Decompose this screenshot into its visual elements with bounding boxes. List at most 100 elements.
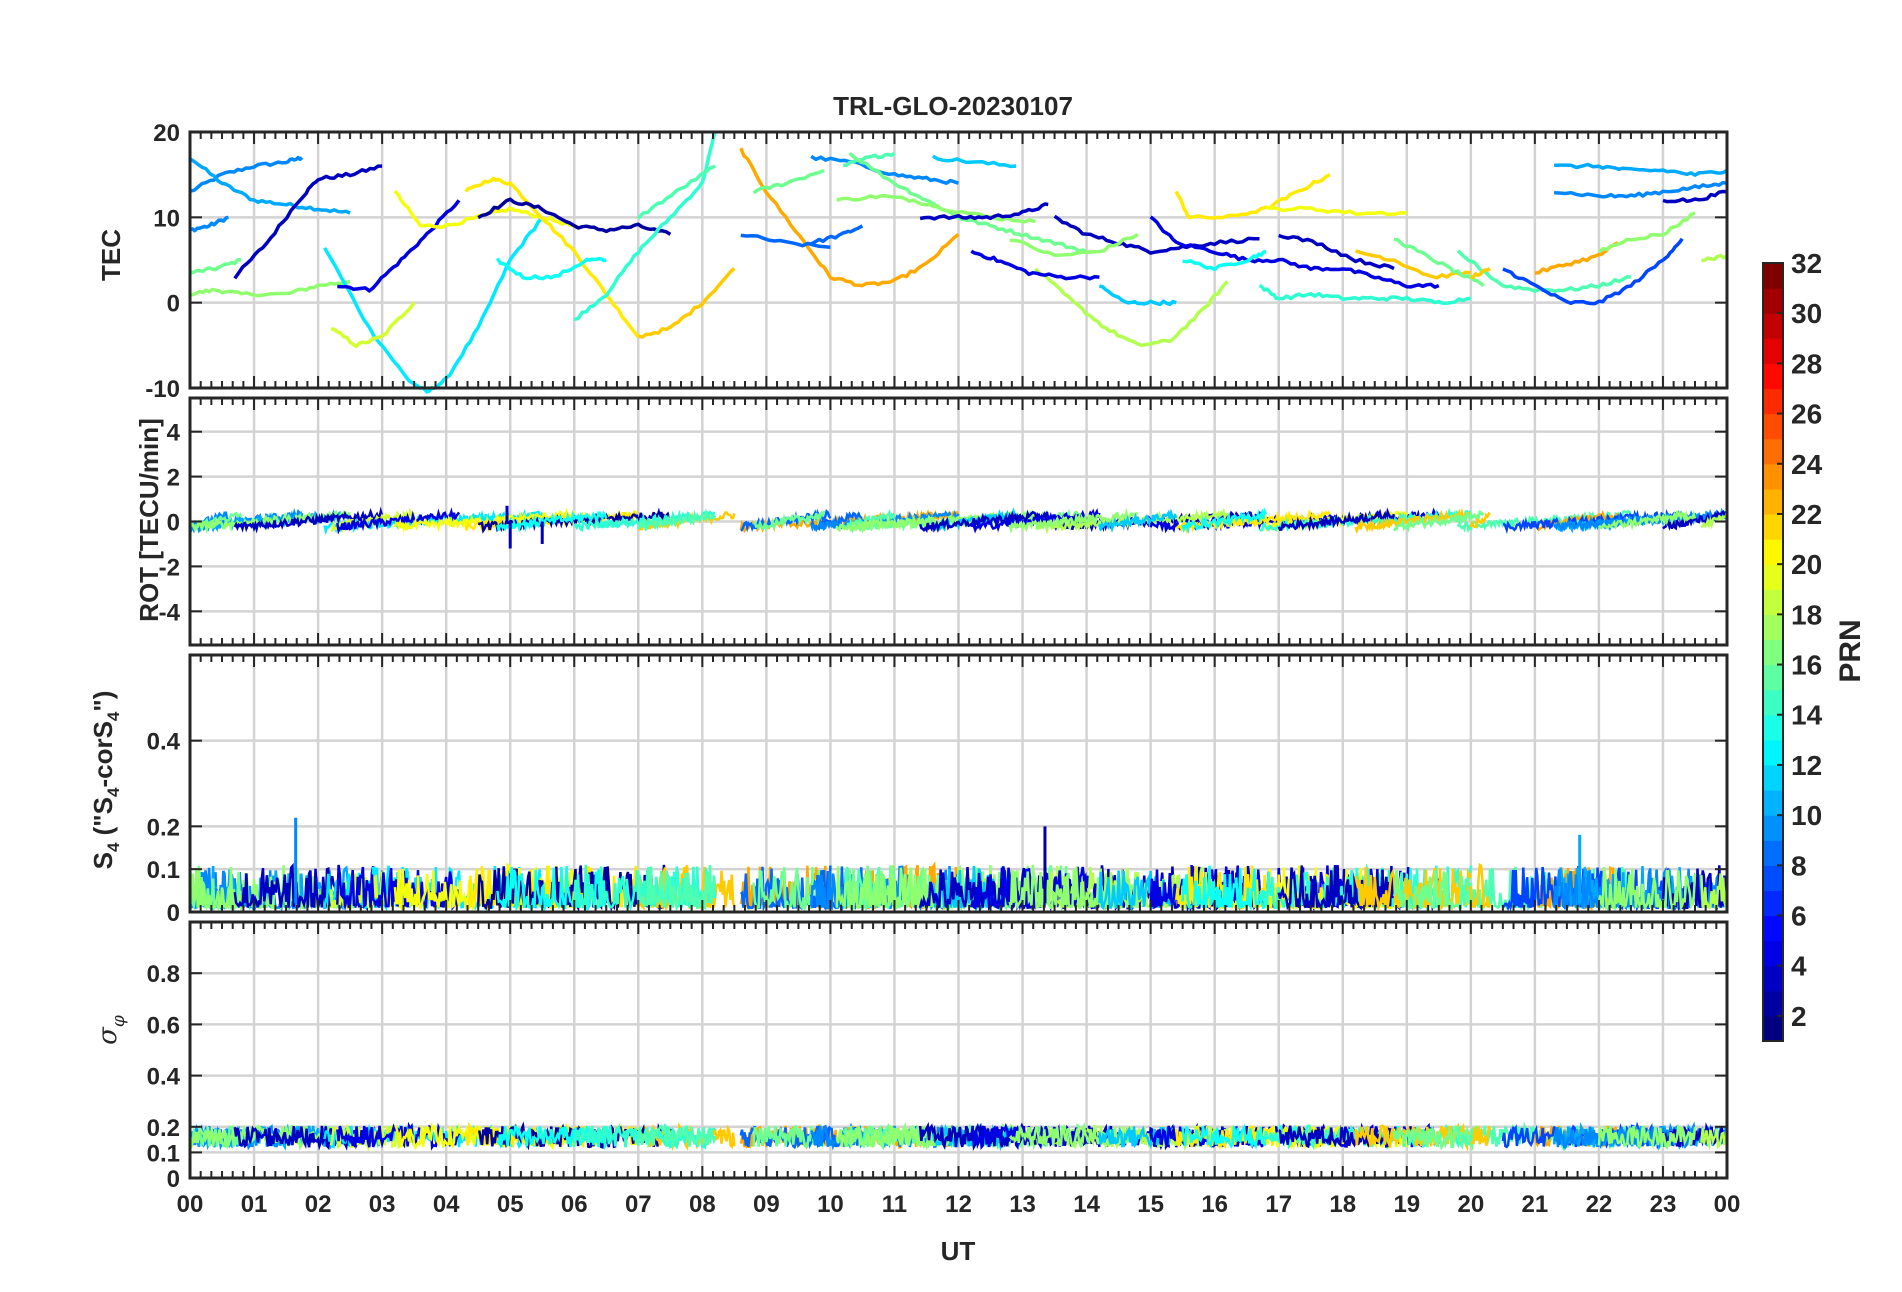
series-line xyxy=(1502,866,1684,913)
colorbar-segment xyxy=(1763,589,1783,615)
colorbar-segment xyxy=(1763,513,1783,540)
colorbar-tick-label: 16 xyxy=(1791,650,1822,681)
colorbar-segment xyxy=(1763,438,1783,465)
tec-series-line xyxy=(848,151,1088,254)
y-tick-label: -2 xyxy=(159,554,180,581)
x-tick-label: 03 xyxy=(369,1191,396,1218)
series-line xyxy=(637,865,717,913)
colorbar-tick-label: 22 xyxy=(1791,499,1822,530)
x-tick-label: 22 xyxy=(1586,1191,1613,1218)
colorbar-segment xyxy=(1763,815,1783,841)
colorbar-tick-label: 30 xyxy=(1791,298,1822,329)
series-line xyxy=(809,509,960,533)
tec-series-line xyxy=(919,202,1049,221)
series-line xyxy=(233,506,384,534)
colorbar-tick-label: 14 xyxy=(1791,700,1823,731)
series-line xyxy=(1700,873,1729,910)
tec-series-line xyxy=(1265,205,1407,217)
tec-series-line xyxy=(189,155,304,193)
rot-frame xyxy=(188,396,1729,647)
series-line xyxy=(1181,507,1268,534)
tec-series-line xyxy=(1701,253,1728,263)
tec-series-line xyxy=(1098,284,1177,307)
tec-series-line xyxy=(1554,162,1728,177)
x-tick-label: 06 xyxy=(561,1191,588,1218)
tec-series-line xyxy=(1502,237,1684,306)
rot-series-group xyxy=(188,505,1729,549)
series-line xyxy=(1392,1124,1485,1151)
x-axis-label: UT xyxy=(941,1236,976,1266)
series-line xyxy=(752,510,826,533)
series-line xyxy=(1008,1125,1140,1150)
s4-ylabel: S4 ("S4-corS4") xyxy=(88,691,123,870)
tec-y-ticks: -10 0 10 20 xyxy=(145,120,180,403)
series-line xyxy=(1008,507,1139,535)
y-tick-label: 2 xyxy=(167,465,180,492)
series-line xyxy=(1700,1126,1729,1151)
colorbar-tick-label: 32 xyxy=(1791,248,1822,279)
tec-series-line xyxy=(330,301,416,349)
colorbar-segment xyxy=(1763,614,1783,641)
tec-series-line xyxy=(932,154,1017,169)
sigma-phi-y-ticks: 00.10.2 0.4 0.6 0.8 xyxy=(147,961,181,1193)
x-tick-label: 01 xyxy=(241,1191,268,1218)
x-tick-label: 00 xyxy=(177,1191,204,1218)
y-tick-label: 10 xyxy=(153,205,180,232)
y-tick-label: 0 xyxy=(167,291,180,318)
series-line xyxy=(1277,507,1396,532)
tec-series-line xyxy=(233,164,383,280)
tec-series-line xyxy=(1554,180,1728,199)
colorbar-segment xyxy=(1763,965,1783,992)
sigma-phi-ylabel: σφ xyxy=(93,1015,129,1045)
tec-series-line xyxy=(1009,232,1139,257)
tec-series-line xyxy=(1470,267,1491,280)
x-tick-label: 12 xyxy=(945,1191,972,1218)
series-line xyxy=(336,507,461,535)
tec-series-line xyxy=(843,151,896,168)
series-line xyxy=(1392,509,1485,533)
x-tick-label: 09 xyxy=(753,1191,780,1218)
tec-series-line xyxy=(810,154,960,185)
tec-series-line xyxy=(1662,189,1728,204)
sigma-phi-series-group xyxy=(188,1121,1729,1153)
x-tick-label: 05 xyxy=(497,1191,524,1218)
tec-series-line xyxy=(573,131,717,322)
tec-series-line xyxy=(1053,214,1260,255)
y-tick-label: 0 xyxy=(167,1166,180,1193)
tec-series-line xyxy=(1258,283,1471,305)
x-tick-label: 15 xyxy=(1137,1191,1164,1218)
series-line xyxy=(1597,1124,1697,1151)
tec-series-line xyxy=(1174,173,1331,220)
x-tick-label: 10 xyxy=(817,1191,844,1218)
colorbar-segment xyxy=(1763,263,1783,289)
colorbar-label: PRN xyxy=(1834,619,1867,682)
series-line xyxy=(1181,1123,1268,1150)
series-line xyxy=(1098,870,1178,913)
tec-series-line xyxy=(1534,241,1619,275)
tec-series-line xyxy=(337,199,461,293)
colorbar-tick-label: 4 xyxy=(1791,951,1807,982)
rot-y-ticks: -4 -2 0 2 4 xyxy=(159,420,181,627)
colorbar-segment xyxy=(1763,739,1783,766)
series-line xyxy=(1552,1121,1729,1151)
series-line xyxy=(1469,862,1492,909)
x-tick-label: 18 xyxy=(1329,1191,1356,1218)
colorbar-segment xyxy=(1763,413,1783,440)
chart-title: TRL-GLO-20230107 xyxy=(833,91,1073,121)
y-tick-label: -4 xyxy=(159,599,181,626)
colorbar-segment xyxy=(1763,790,1783,816)
y-tick-label: -10 xyxy=(145,376,180,403)
tec-series-line xyxy=(752,168,825,195)
series-line xyxy=(1700,510,1729,530)
colorbar-tick-label: 26 xyxy=(1791,399,1822,430)
series-line xyxy=(188,509,351,535)
colorbar-segment xyxy=(1763,890,1783,917)
tec-series-line xyxy=(810,224,864,246)
tec-series-line xyxy=(740,233,831,249)
colorbar-tick-label: 10 xyxy=(1791,800,1822,831)
series-line xyxy=(637,508,717,532)
y-tick-label: 0.2 xyxy=(147,814,180,841)
series-line xyxy=(752,866,826,912)
colorbar-segment xyxy=(1763,1015,1783,1042)
y-tick-label: 0.1 xyxy=(147,1140,180,1167)
